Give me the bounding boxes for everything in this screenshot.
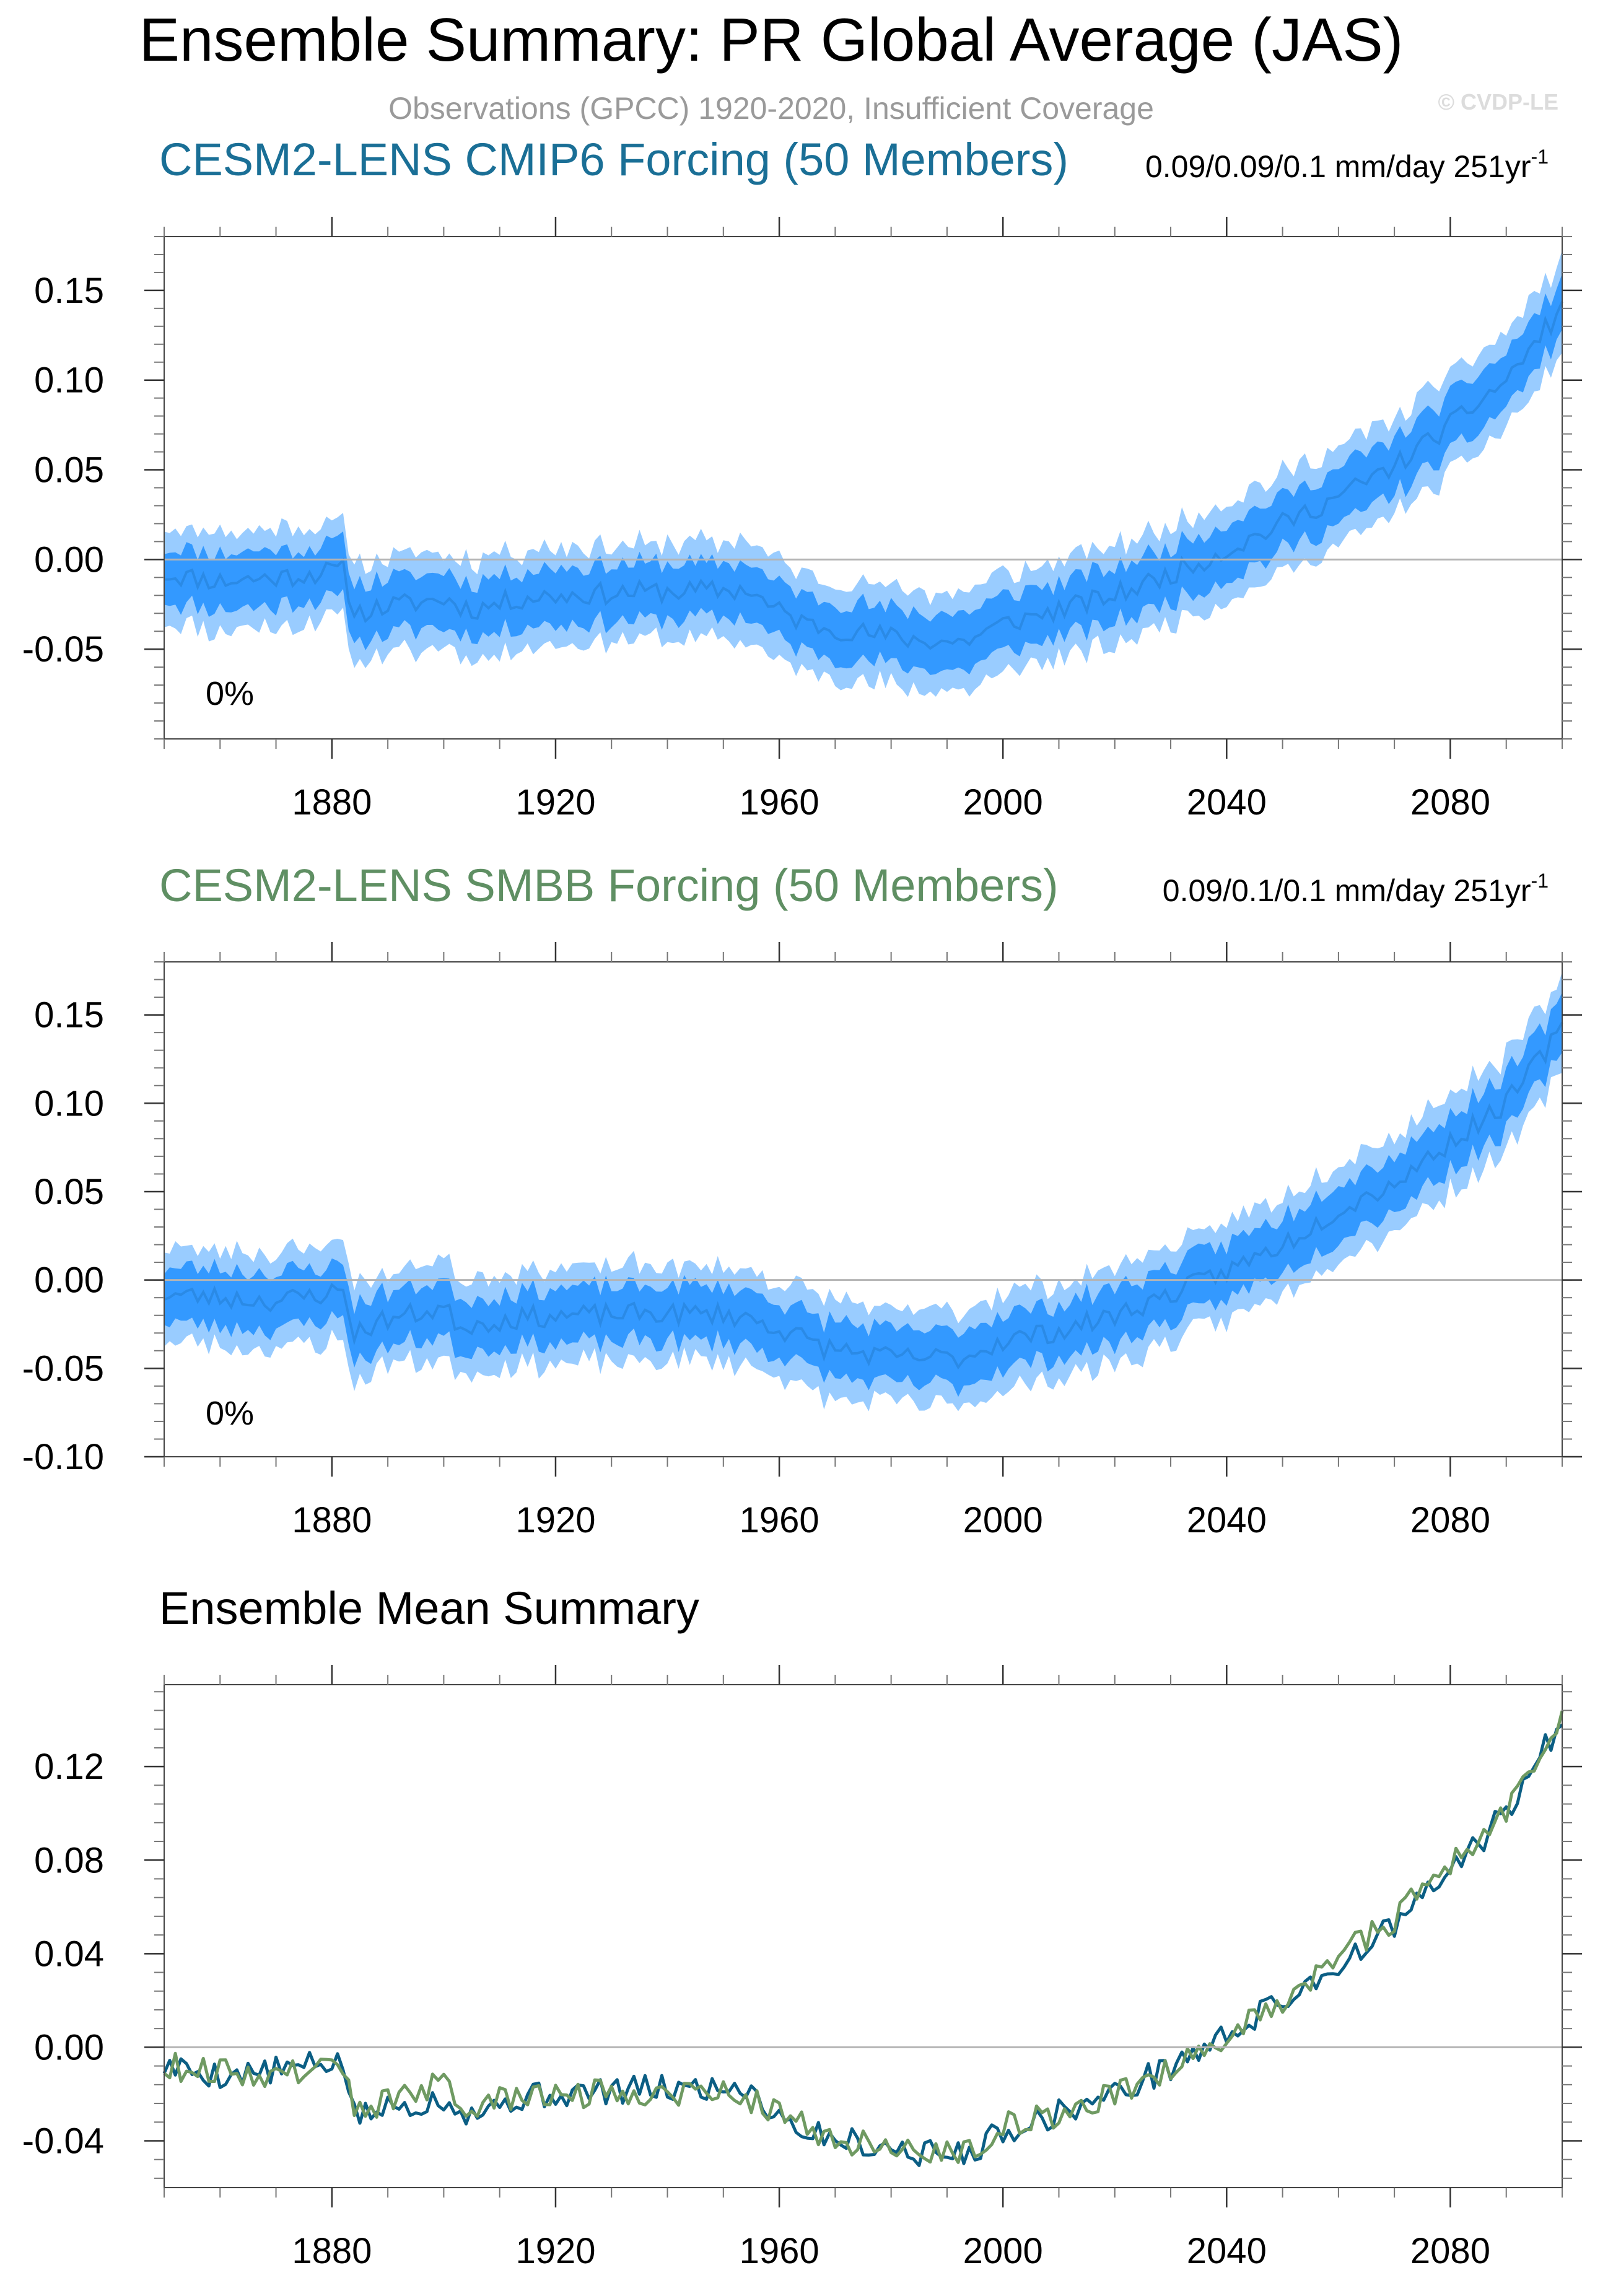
- x-tick-label: 1880: [292, 1500, 372, 1540]
- x-tick-label: 2080: [1410, 2231, 1490, 2271]
- x-tick-label: 2080: [1410, 782, 1490, 823]
- ensemble-mean-line-smbb: [164, 1021, 1563, 1370]
- x-tick-label: 1920: [515, 782, 595, 823]
- panel-cmip6: CESM2-LENS CMIP6 Forcing (50 Members) 0.…: [22, 134, 1582, 823]
- x-tick-label: 2040: [1187, 1500, 1267, 1540]
- x-tick-label: 1960: [740, 2231, 819, 2271]
- x-tick-label: 1880: [292, 782, 372, 823]
- figure-title: Ensemble Summary: PR Global Average (JAS…: [139, 6, 1404, 74]
- x-tick-label: 1960: [740, 782, 819, 823]
- panel-title-cmip6: CESM2-LENS CMIP6 Forcing (50 Members): [159, 134, 1068, 185]
- y-tick-label: 0.10: [34, 1083, 104, 1124]
- y-tick-label: -0.04: [22, 2121, 104, 2161]
- panel-title-mean: Ensemble Mean Summary: [159, 1582, 699, 1634]
- trend-label-cmip6: 0.09/0.09/0.1 mm/day 251yr-1: [1145, 146, 1549, 184]
- y-tick-label: -0.10: [22, 1437, 104, 1477]
- mean-line-smbb: [163, 1710, 1564, 2164]
- watermark: © CVDP-LE: [1438, 89, 1558, 115]
- y-tick-label: 0.00: [34, 539, 104, 580]
- y-tick-label: 0.00: [34, 1260, 104, 1301]
- percent-label-cmip6: 0%: [206, 675, 254, 712]
- percent-label-smbb: 0%: [206, 1395, 254, 1432]
- y-tick-label: 0.15: [34, 271, 104, 311]
- plot-frame-mean: [164, 1684, 1563, 2188]
- inner-range-band-cmip6: [164, 273, 1562, 675]
- mean-line-cmip6: [162, 1724, 1563, 2167]
- x-tick-label: 1920: [515, 2231, 595, 2271]
- y-tick-label: -0.05: [22, 629, 104, 670]
- plot-area-cmip6: 0.15 0.10 0.05 0.00 -0.05 1880 1920 1960 2000 204…: [22, 217, 1582, 823]
- y-tick-label: 0.04: [34, 1934, 104, 1974]
- y-tick-label: 0.05: [34, 450, 104, 491]
- x-tick-label: 2000: [963, 1500, 1043, 1540]
- y-tick-label: 0.15: [34, 995, 104, 1036]
- panel-smbb: CESM2-LENS SMBB Forcing (50 Members) 0.0…: [22, 860, 1582, 1540]
- y-tick-label: -0.05: [22, 1348, 104, 1389]
- y-tick-label: 0.08: [34, 1840, 104, 1880]
- trend-label-smbb: 0.09/0.1/0.1 mm/day 251yr-1: [1163, 870, 1549, 908]
- y-tick-label: 0.00: [34, 2027, 104, 2067]
- x-tick-label: 2040: [1187, 782, 1267, 823]
- inner-range-band-smbb: [164, 992, 1562, 1397]
- x-tick-label: 2080: [1410, 1500, 1490, 1540]
- x-tick-label: 2040: [1187, 2231, 1267, 2271]
- y-tick-label: 0.10: [34, 360, 104, 401]
- x-tick-label: 2000: [963, 2231, 1043, 2271]
- plot-area-smbb: 0.15 0.10 0.05 0.00 -0.05 -0.10 1880 1920 1960 20…: [22, 942, 1582, 1540]
- ensemble-mean-line-cmip6: [164, 301, 1563, 650]
- plot-area-mean: 0.12 0.08 0.04 0.00 -0.04 1880 1920 1960 2000 204…: [22, 1665, 1582, 2271]
- y-tick-label: 0.12: [34, 1747, 104, 1787]
- x-tick-label: 1960: [740, 1500, 819, 1540]
- x-tick-label: 2000: [963, 782, 1043, 823]
- x-tick-label: 1920: [515, 1500, 595, 1540]
- y-tick-label: 0.05: [34, 1172, 104, 1212]
- panel-ensemble-mean: Ensemble Mean Summary 0.12 0.08 0.04 0.00 -0…: [22, 1582, 1582, 2271]
- panel-title-smbb: CESM2-LENS SMBB Forcing (50 Members): [159, 860, 1059, 911]
- figure-subtitle: Observations (GPCC) 1920-2020, Insuffici…: [388, 91, 1154, 126]
- x-tick-label: 1880: [292, 2231, 372, 2271]
